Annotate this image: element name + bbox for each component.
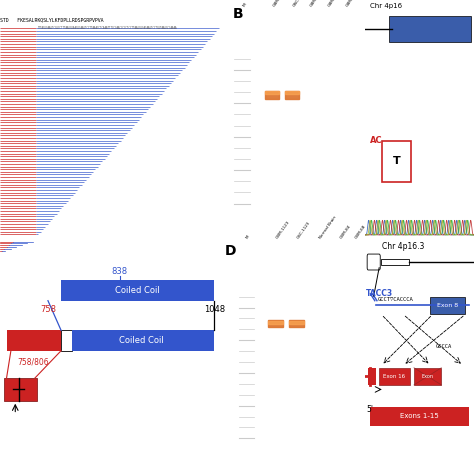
Bar	[268, 321, 283, 324]
Text: Coiled Coil: Coiled Coil	[119, 336, 164, 345]
Bar	[61, 280, 214, 301]
Text: Chr 4p16: Chr 4p16	[371, 3, 402, 9]
Text: GBM-1123: GBM-1123	[275, 220, 291, 240]
Text: T: T	[393, 156, 401, 166]
Text: D: D	[225, 244, 237, 258]
Text: 758/806: 758/806	[17, 357, 48, 366]
Text: M: M	[246, 235, 251, 240]
Text: Normal Brain: Normal Brain	[318, 216, 337, 240]
Bar	[265, 91, 279, 99]
Text: GBM-1123: GBM-1123	[272, 0, 288, 8]
Bar	[289, 321, 304, 324]
Bar	[285, 91, 299, 94]
Text: M: M	[242, 2, 247, 8]
FancyBboxPatch shape	[367, 254, 380, 270]
Text: GBM-61: GBM-61	[310, 0, 323, 8]
Text: GBM-84: GBM-84	[339, 224, 352, 240]
Text: Exon 16: Exon 16	[383, 374, 405, 379]
FancyBboxPatch shape	[379, 368, 410, 385]
FancyBboxPatch shape	[414, 368, 441, 385]
Bar	[265, 91, 279, 94]
FancyBboxPatch shape	[381, 259, 409, 265]
Bar	[285, 91, 299, 99]
Text: 1048: 1048	[204, 305, 225, 314]
Text: GCCCA: GCCCA	[436, 344, 452, 349]
Text: B: B	[233, 7, 244, 21]
Text: Exons 1-15: Exons 1-15	[400, 413, 439, 419]
Text: GBM-68: GBM-68	[354, 224, 367, 240]
Bar	[4, 378, 37, 401]
FancyBboxPatch shape	[389, 16, 471, 43]
Text: GBM-84: GBM-84	[328, 0, 340, 8]
Text: Chr 4p16.3: Chr 4p16.3	[382, 242, 424, 251]
FancyBboxPatch shape	[383, 141, 411, 182]
Text: GBM-68: GBM-68	[345, 0, 358, 8]
Text: 758: 758	[40, 305, 56, 314]
Bar	[72, 330, 214, 351]
FancyBboxPatch shape	[430, 297, 465, 314]
Text: 5': 5'	[366, 405, 373, 414]
Text: STD   FKESALRKQSLYLKFDPLLRDSPGRPVPVA: STD FKESALRKQSLYLKFDPLLRDSPGRPVPVA	[0, 18, 103, 23]
Bar	[268, 320, 283, 327]
Text: AC: AC	[371, 136, 383, 145]
Text: TACC3: TACC3	[366, 289, 393, 298]
Bar	[371, 407, 468, 426]
Text: Exon 8: Exon 8	[438, 303, 458, 309]
Text: GSC-1123: GSC-1123	[297, 221, 312, 240]
Text: Exon: Exon	[422, 374, 434, 379]
Bar	[289, 320, 304, 327]
Text: GSC-1123: GSC-1123	[292, 0, 308, 8]
Bar	[7, 330, 61, 351]
Text: GCCT▽CACCCA: GCCT▽CACCCA	[378, 297, 414, 302]
Bar	[61, 330, 72, 351]
Bar	[368, 368, 376, 385]
Text: 838: 838	[112, 267, 128, 276]
Text: TTTAGGGAAGTCGGCCTTTAAGGGAAGGCAAGTCCTTAAACCTCAAATTTCCGAACCCCCTCCTTAAGGGGACAAGTCCT: TTTAGGGAAGTCGGCCTTTAAGGGAAGGCAAGTCCTTAAA…	[38, 26, 177, 30]
Text: Coiled Coil: Coiled Coil	[115, 286, 160, 295]
